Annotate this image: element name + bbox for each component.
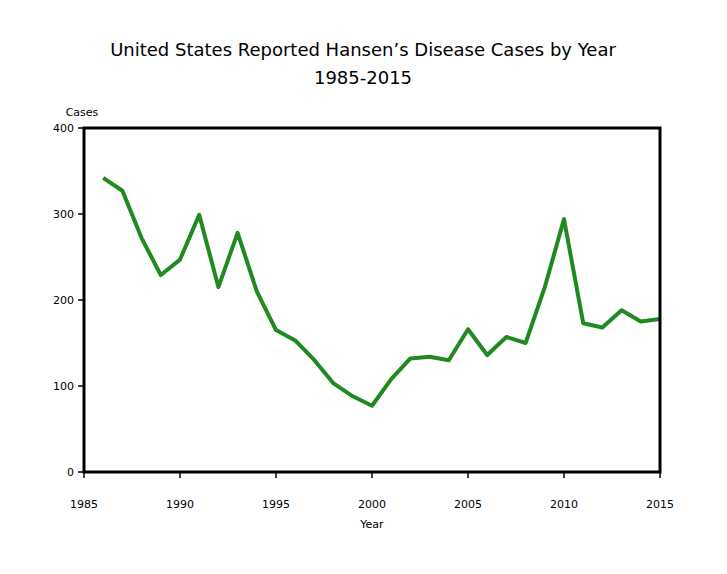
y-tick-label: 0 — [67, 466, 74, 479]
y-tick-label: 400 — [53, 122, 74, 135]
x-tick-label: 1995 — [262, 498, 290, 511]
plot-area — [103, 178, 660, 406]
title: United States Reported Hansen’s Disease … — [110, 39, 616, 60]
data-line — [103, 178, 660, 406]
chart: United States Reported Hansen’s Disease … — [0, 0, 727, 574]
y-tick-label: 300 — [53, 208, 74, 221]
subtitle: 1985-2015 — [314, 67, 412, 88]
x-tick-label: 1990 — [166, 498, 194, 511]
y-tick-label: 100 — [53, 380, 74, 393]
x-tick-label: 2015 — [646, 498, 674, 511]
y-axis-label: Cases — [66, 106, 99, 119]
plot-frame — [84, 128, 660, 472]
x-tick-label: 2005 — [454, 498, 482, 511]
y-tick-label: 200 — [53, 294, 74, 307]
x-tick-label: 2010 — [550, 498, 578, 511]
x-tick-label: 2000 — [358, 498, 386, 511]
x-axis-label: Year — [359, 518, 384, 531]
x-tick-label: 1985 — [70, 498, 98, 511]
